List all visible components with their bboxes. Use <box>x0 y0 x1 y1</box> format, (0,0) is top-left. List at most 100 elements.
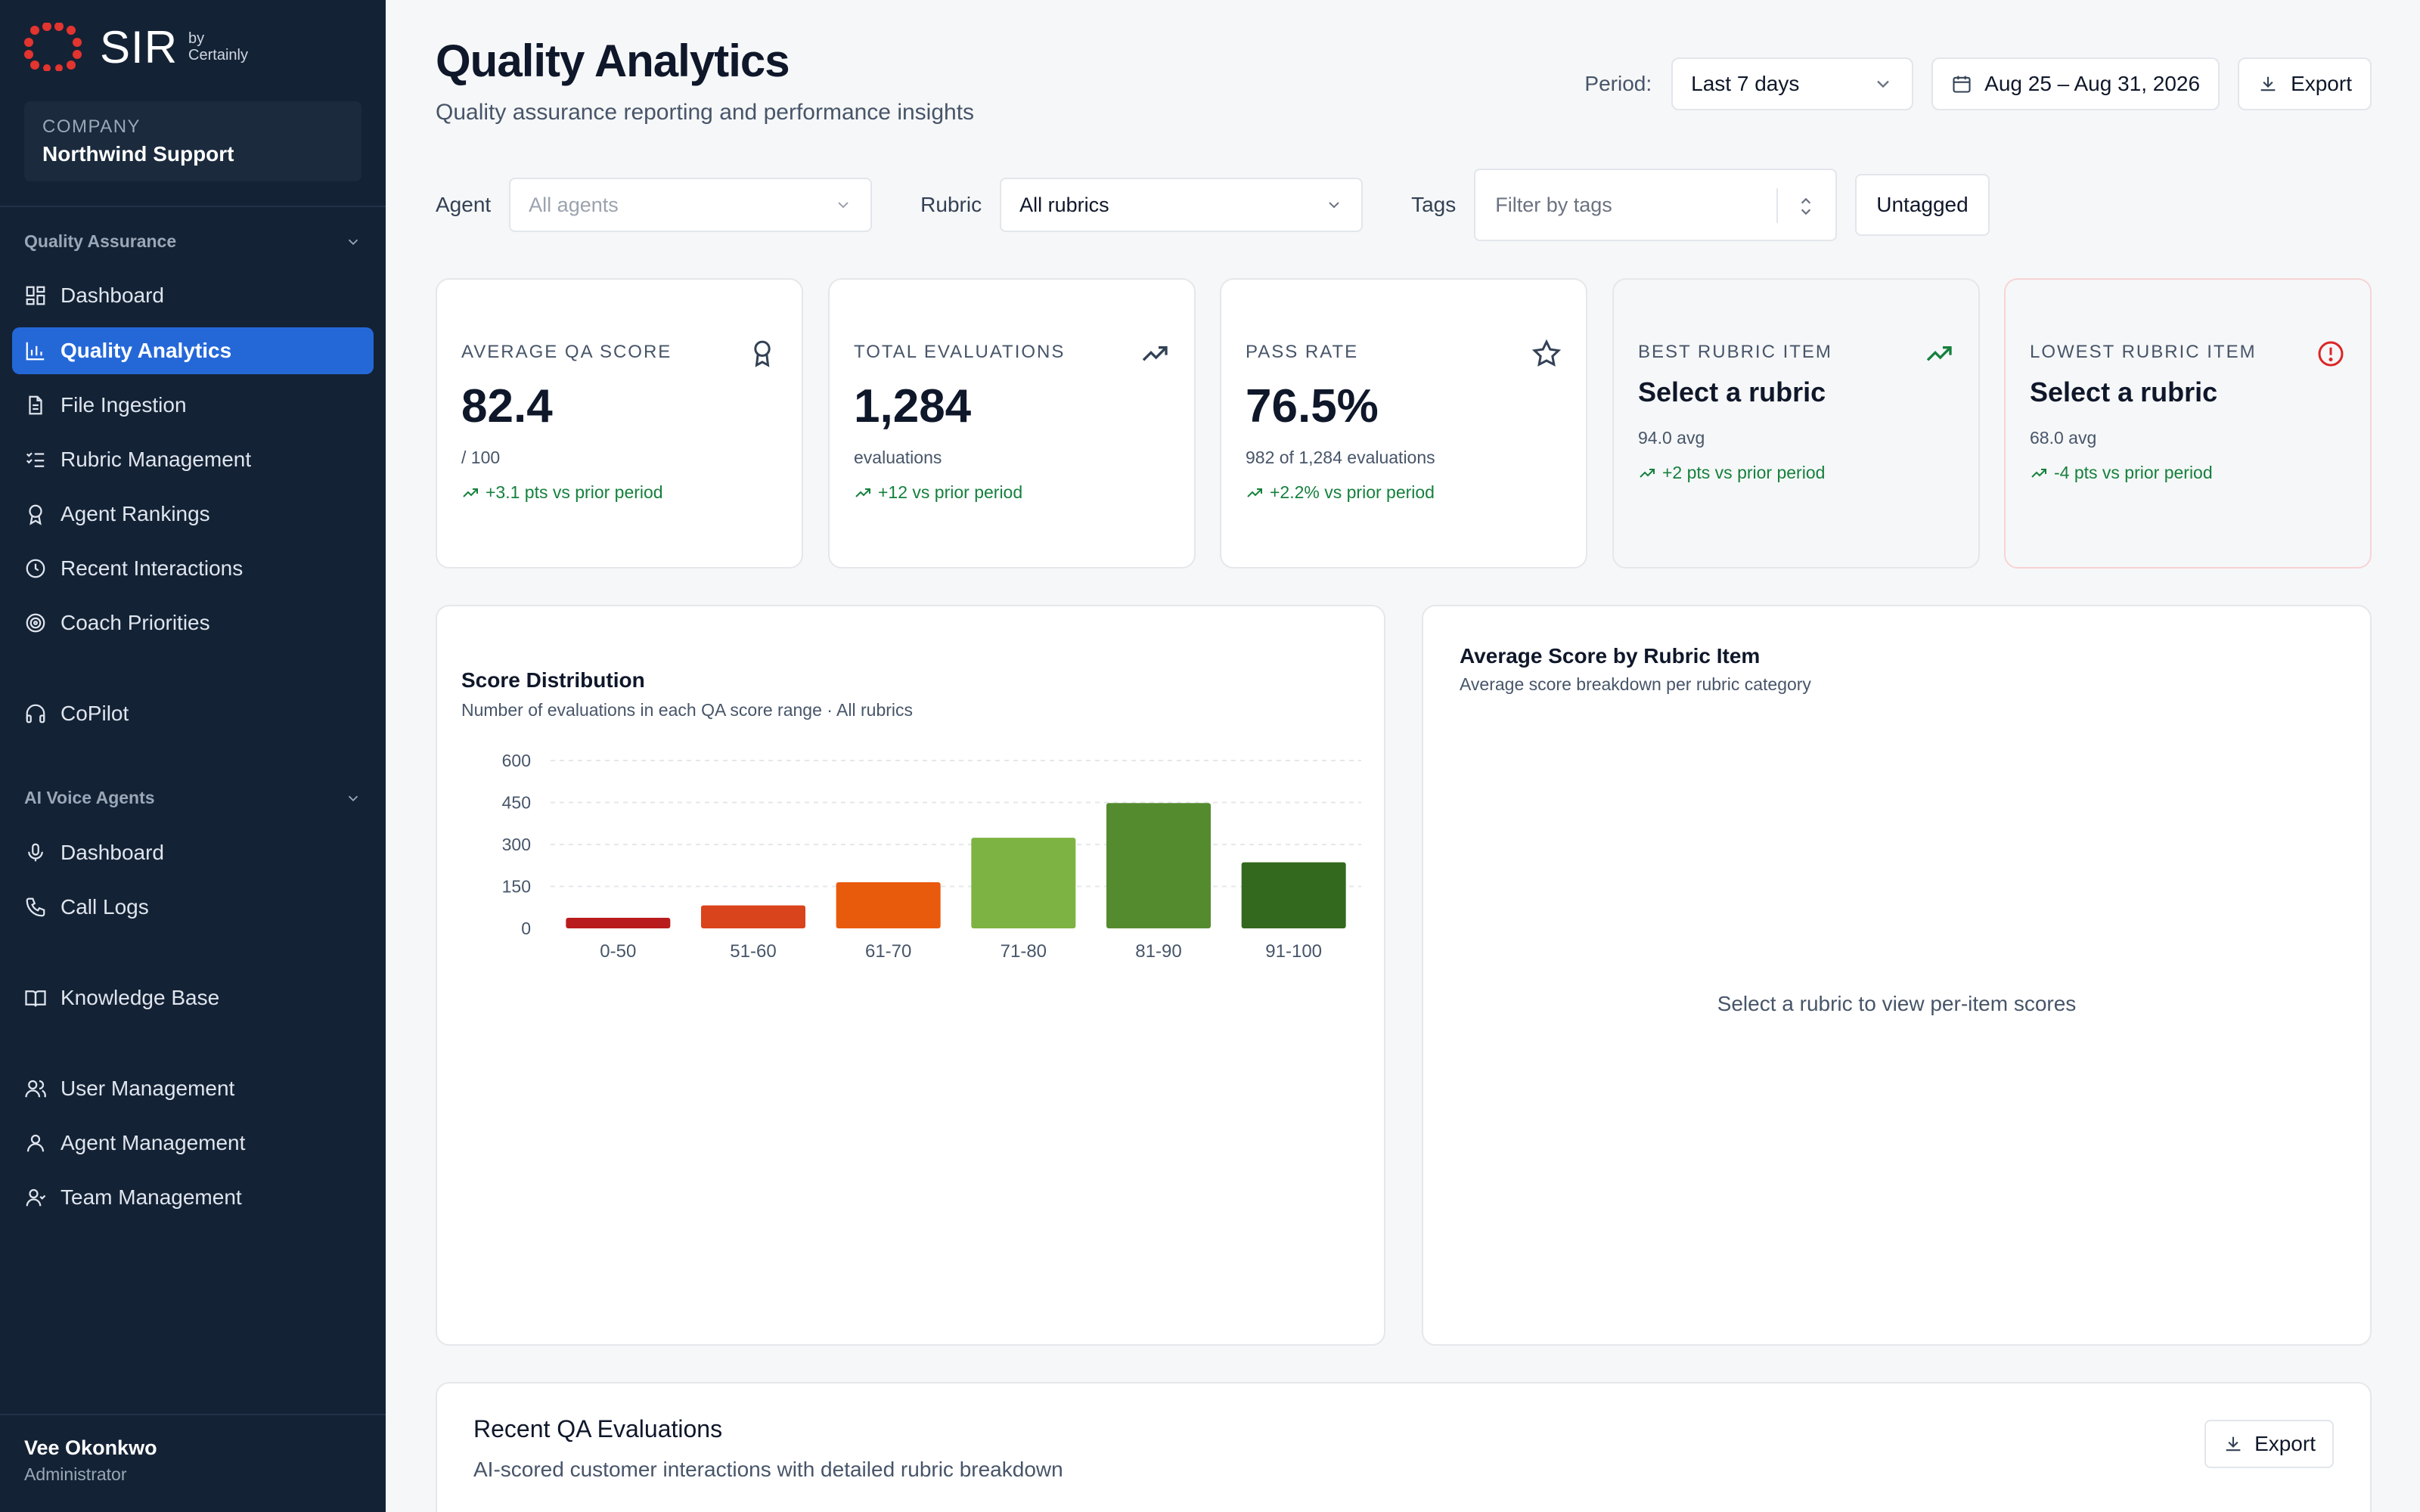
sidebar-item-copilot[interactable]: CoPilot <box>12 690 374 737</box>
bar-81-90[interactable] <box>1106 803 1211 928</box>
sidebar-divider <box>0 206 386 207</box>
x-tick-label: 51-60 <box>730 941 776 962</box>
award-icon <box>29 504 42 525</box>
kpi-trend: +3.1 pts vs prior period <box>461 482 663 503</box>
y-tick-label: 600 <box>502 751 531 770</box>
trending-up-icon <box>1247 488 1262 497</box>
score-distribution-card: Score Distribution Number of evaluations… <box>436 605 1385 1346</box>
sidebar-item-voice-dashboard[interactable]: Dashboard <box>12 829 374 876</box>
kpi-total-evaluations: TOTAL EVALUATIONS 1,284 evaluations +12 … <box>828 278 1196 569</box>
trending-up-icon <box>1640 468 1655 478</box>
logo-byline: by Certainly <box>188 30 248 64</box>
bar-61-70[interactable] <box>836 881 941 928</box>
kpi-trend-text: +3.1 pts vs prior period <box>486 482 663 502</box>
card-subtitle: AI-scored customer interactions with det… <box>473 1458 1063 1481</box>
date-range-value: Aug 25 – Aug 31, 2026 <box>1984 72 2201 95</box>
kpi-lowest-rubric-item: LOWEST RUBRIC ITEM Select a rubric 68.0 … <box>2004 278 2372 569</box>
alert-circle-icon <box>2318 341 2344 367</box>
section-quality-assurance[interactable]: Quality Assurance <box>24 231 361 252</box>
kpi-meta: evaluations <box>854 448 942 467</box>
user-profile[interactable]: Vee Okonkwo Administrator <box>24 1436 157 1485</box>
kpi-trend: -4 pts vs prior period <box>2030 463 2213 483</box>
kpi-pass-rate: PASS RATE 76.5% 982 of 1,284 evaluations… <box>1220 278 1587 569</box>
chevron-down-icon <box>348 239 358 245</box>
sidebar-item-dashboard[interactable]: Dashboard <box>12 272 374 319</box>
kpi-value: Select a rubric <box>2030 376 2218 407</box>
card-subtitle: Average score breakdown per rubric categ… <box>1460 674 1811 694</box>
sidebar-item-label: Team Management <box>60 1185 242 1209</box>
agent-select-value: All agents <box>529 193 619 216</box>
bar-91-100[interactable] <box>1241 862 1346 928</box>
recent-export-button[interactable]: Export <box>2204 1420 2334 1468</box>
sidebar-item-call-logs[interactable]: Call Logs <box>12 884 374 931</box>
tags-filter-label: Tags <box>1411 193 1457 216</box>
kpi-label: AVERAGE QA SCORE <box>461 342 672 362</box>
agent-select[interactable]: All agents <box>509 178 873 232</box>
company-switcher[interactable]: COMPANY Northwind Support <box>24 101 361 181</box>
kpi-value: Select a rubric <box>1638 376 1826 407</box>
logo-icon <box>24 23 82 71</box>
kpi-trend-text: +12 vs prior period <box>878 482 1023 502</box>
tags-input[interactable]: Filter by tags <box>1474 169 1838 241</box>
logo-text: SIR <box>100 21 178 73</box>
y-tick-label: 0 <box>521 919 531 938</box>
kpi-label: TOTAL EVALUATIONS <box>854 342 1066 362</box>
phone-icon <box>26 897 45 917</box>
sidebar-item-quality-analytics[interactable]: Quality Analytics <box>12 327 374 374</box>
sidebar-item-label: User Management <box>60 1077 235 1100</box>
card-title: Score Distribution <box>461 668 645 692</box>
sidebar-item-file-ingestion[interactable]: File Ingestion <box>12 382 374 429</box>
company-label: COMPANY <box>42 116 141 137</box>
sidebar: SIR by Certainly COMPANY Northwind Suppo… <box>0 0 386 1512</box>
sidebar-item-agent-rankings[interactable]: Agent Rankings <box>12 491 374 538</box>
section-ai-voice-agents[interactable]: AI Voice Agents <box>24 788 361 808</box>
bar-51-60[interactable] <box>701 905 805 928</box>
star-icon <box>1531 339 1562 367</box>
kpi-trend: +12 vs prior period <box>854 482 1022 503</box>
period-label: Period: <box>1584 72 1652 95</box>
sidebar-item-agent-management[interactable]: Agent Management <box>12 1120 374 1167</box>
y-tick-label: 150 <box>502 877 531 897</box>
sidebar-item-user-management[interactable]: User Management <box>12 1065 374 1112</box>
sidebar-item-label: Dashboard <box>60 284 164 307</box>
export-button[interactable]: Export <box>2238 57 2372 110</box>
chevron-down-icon <box>1329 202 1339 209</box>
kpi-trend: +2.2% vs prior period <box>1246 482 1435 503</box>
header-controls: Period: Last 7 days Aug 25 – Aug 31, 202… <box>1584 57 2372 110</box>
period-select[interactable]: Last 7 days <box>1671 57 1914 110</box>
kpi-label: BEST RUBRIC ITEM <box>1638 342 1832 362</box>
kpi-value: 82.4 <box>461 380 553 432</box>
page-title: Quality Analytics <box>436 36 790 86</box>
user-role: Administrator <box>24 1464 127 1484</box>
recent-evaluations-card: Recent QA Evaluations AI-scored customer… <box>436 1382 2372 1512</box>
x-tick-label: 0-50 <box>600 941 636 962</box>
bar-71-80[interactable] <box>971 838 1076 928</box>
sidebar-item-label: Agent Management <box>60 1131 246 1154</box>
kpi-meta: / 100 <box>461 448 501 467</box>
sidebar-item-recent-interactions[interactable]: Recent Interactions <box>12 545 374 592</box>
headphones-icon <box>26 704 45 723</box>
bar-0-50[interactable] <box>566 917 671 928</box>
chevron-down-icon <box>1877 80 1889 88</box>
kpi-value: 76.5% <box>1246 380 1379 432</box>
kpi-value: 1,284 <box>854 380 972 432</box>
export-label: Export <box>2254 1432 2316 1455</box>
card-subtitle: Number of evaluations in each QA score r… <box>461 700 914 720</box>
date-range-picker[interactable]: Aug 25 – Aug 31, 2026 <box>1931 57 2220 110</box>
export-label: Export <box>2291 72 2352 95</box>
chevron-up-down-icon <box>1801 197 1811 215</box>
sidebar-item-label: Agent Rankings <box>60 502 210 525</box>
dashboard-icon <box>26 286 45 305</box>
logo[interactable]: SIR by Certainly <box>24 21 248 73</box>
sidebar-item-coach-priorities[interactable]: Coach Priorities <box>12 600 374 646</box>
sidebar-item-knowledge-base[interactable]: Knowledge Base <box>12 974 374 1021</box>
user-name: Vee Okonkwo <box>24 1436 157 1459</box>
calendar-icon <box>1953 76 1971 93</box>
sidebar-item-team-management[interactable]: Team Management <box>12 1174 374 1221</box>
sidebar-divider <box>0 1414 386 1415</box>
sidebar-item-rubric-management[interactable]: Rubric Management <box>12 436 374 483</box>
download-icon <box>2260 76 2276 91</box>
rubric-select[interactable]: All rubrics <box>1000 178 1364 232</box>
kpi-trend: +2 pts vs prior period <box>1638 463 1825 483</box>
untagged-button[interactable]: Untagged <box>1855 174 1990 236</box>
